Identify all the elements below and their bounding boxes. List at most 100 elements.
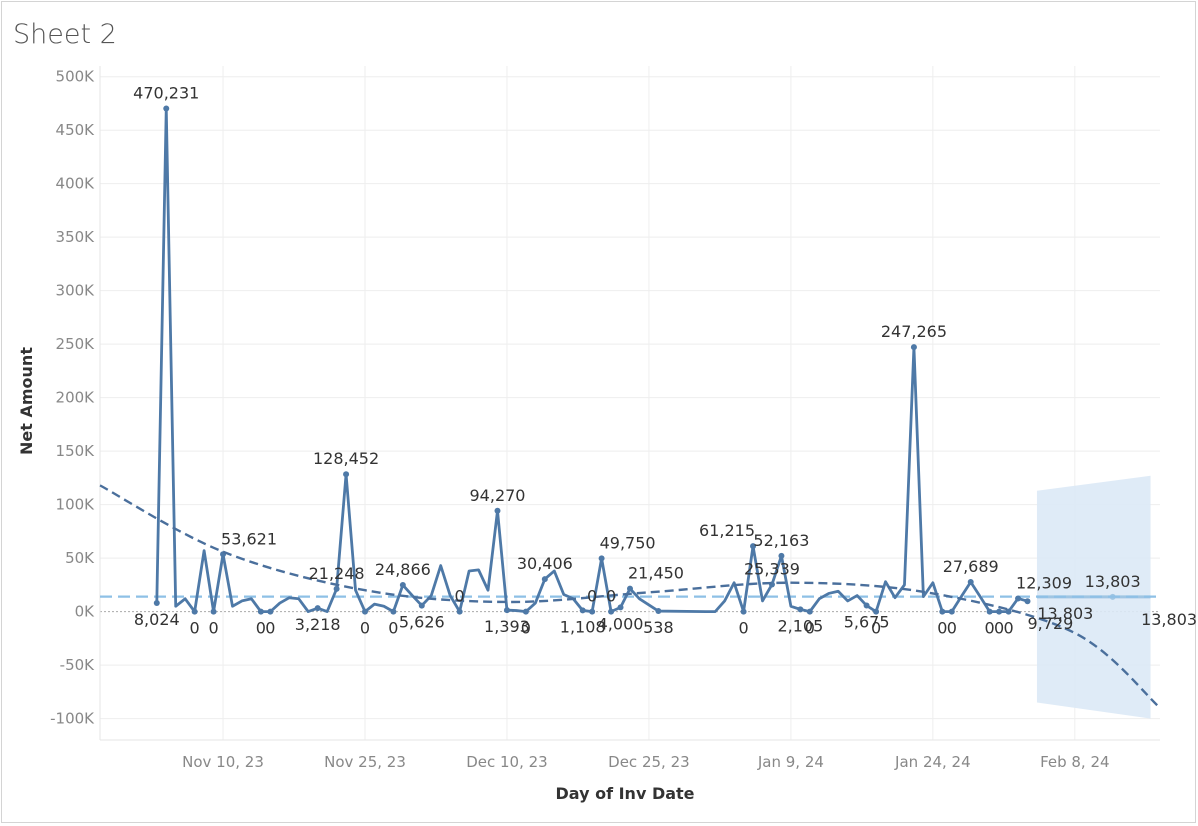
data-point	[210, 608, 217, 615]
data-point	[797, 606, 804, 613]
data-label: 53,621	[221, 529, 277, 548]
trend-line-group	[99, 484, 1161, 709]
y-tick-label: 50K	[65, 549, 95, 567]
x-tick-label: Jan 24, 24	[894, 753, 971, 771]
data-label: 21,450	[628, 564, 684, 583]
data-label: 30,406	[517, 554, 573, 573]
data-point	[778, 552, 785, 559]
data-point	[494, 507, 501, 514]
data-label: 0	[1003, 619, 1013, 638]
data-label: 52,163	[753, 531, 809, 550]
data-point	[153, 600, 160, 607]
data-label: 0	[360, 619, 370, 638]
data-point	[1005, 608, 1012, 615]
data-label: 247,265	[881, 322, 947, 341]
y-tick-label: 500K	[56, 68, 96, 86]
data-point	[863, 602, 870, 609]
data-point	[314, 605, 321, 612]
data-label: 0	[947, 619, 957, 638]
data-label: 128,452	[313, 449, 379, 468]
data-label: 0	[208, 619, 218, 638]
data-point	[343, 471, 350, 478]
data-label: 4,000	[598, 614, 644, 633]
data-point	[598, 555, 605, 562]
data-label: 538	[643, 618, 674, 637]
data-label: 61,215	[699, 521, 755, 540]
data-label: 0	[606, 587, 616, 606]
data-point	[967, 578, 974, 585]
data-label: 5,626	[399, 613, 445, 632]
x-tick-label: Dec 10, 23	[466, 753, 548, 771]
y-tick-label: 0K	[75, 603, 96, 621]
x-tick-label: Jan 9, 24	[757, 753, 824, 771]
data-point	[806, 608, 813, 615]
y-axis: -100K -50K 0K 50K 100K 150K 200K 250K 300K 350K 40…	[50, 68, 95, 728]
x-tick-label: Dec 25, 23	[608, 753, 690, 771]
y-tick-label: -100K	[50, 710, 95, 728]
data-point	[948, 608, 955, 615]
data-point	[333, 585, 340, 592]
series-group	[153, 105, 1031, 615]
data-label: 25,339	[744, 560, 800, 579]
data-label: 13,803	[1141, 610, 1197, 629]
data-label: 1,393	[484, 617, 530, 636]
data-point	[627, 585, 633, 592]
data-point	[1015, 595, 1022, 602]
data-label: 2,105	[777, 616, 823, 635]
data-label: 24,866	[375, 560, 431, 579]
data-point	[522, 608, 529, 615]
data-point	[267, 608, 274, 615]
data-label: 12,309	[1016, 573, 1072, 592]
trend-line	[99, 484, 1161, 709]
y-tick-label: 350K	[56, 228, 96, 246]
data-point	[362, 608, 368, 615]
data-label: 0	[256, 619, 266, 638]
data-label: 0	[937, 619, 947, 638]
data-label: 13,803	[1085, 572, 1141, 591]
data-point	[655, 608, 662, 615]
data-point	[541, 576, 548, 583]
x-tick-label: Nov 25, 23	[324, 753, 406, 771]
data-label: 470,231	[133, 84, 199, 103]
data-point	[608, 608, 615, 615]
data-label: 49,750	[600, 533, 656, 552]
data-point	[939, 608, 946, 615]
data-label: 0	[985, 619, 995, 638]
y-tick-label: -50K	[60, 656, 95, 674]
data-point	[996, 608, 1003, 615]
y-tick-label: 250K	[56, 335, 96, 353]
y-tick-label: 450K	[56, 121, 96, 139]
data-label: 3,218	[295, 615, 341, 634]
data-label: 13,803	[1037, 604, 1093, 623]
series-line	[155, 107, 1028, 614]
y-tick-label: 400K	[56, 175, 96, 193]
data-label: 0	[265, 619, 275, 638]
data-point	[1024, 598, 1031, 605]
gridlines	[99, 66, 1160, 741]
data-point	[418, 602, 425, 609]
data-point	[589, 608, 596, 615]
y-tick-label: 100K	[56, 496, 96, 514]
y-tick-label: 300K	[56, 282, 96, 300]
data-label: 0	[871, 619, 881, 638]
data-label: 0	[587, 587, 597, 606]
data-label: 27,689	[943, 557, 999, 576]
y-tick-label: 200K	[56, 389, 96, 407]
data-label: 0	[994, 619, 1004, 638]
y-tick-label: 150K	[56, 442, 96, 460]
data-label: 1,108	[560, 617, 606, 636]
data-label: 94,270	[470, 486, 526, 505]
data-label: 0	[738, 619, 748, 638]
y-axis-title: Net Amount	[17, 347, 36, 455]
x-tick-label: Nov 10, 23	[182, 753, 264, 771]
data-point	[257, 608, 264, 615]
data-label: 21,248	[309, 564, 365, 583]
data-point	[503, 607, 510, 614]
x-axis-title: Day of Inv Date	[555, 784, 694, 803]
data-point	[456, 608, 463, 615]
data-point	[740, 608, 747, 615]
data-point	[163, 105, 170, 112]
data-point	[191, 608, 198, 615]
